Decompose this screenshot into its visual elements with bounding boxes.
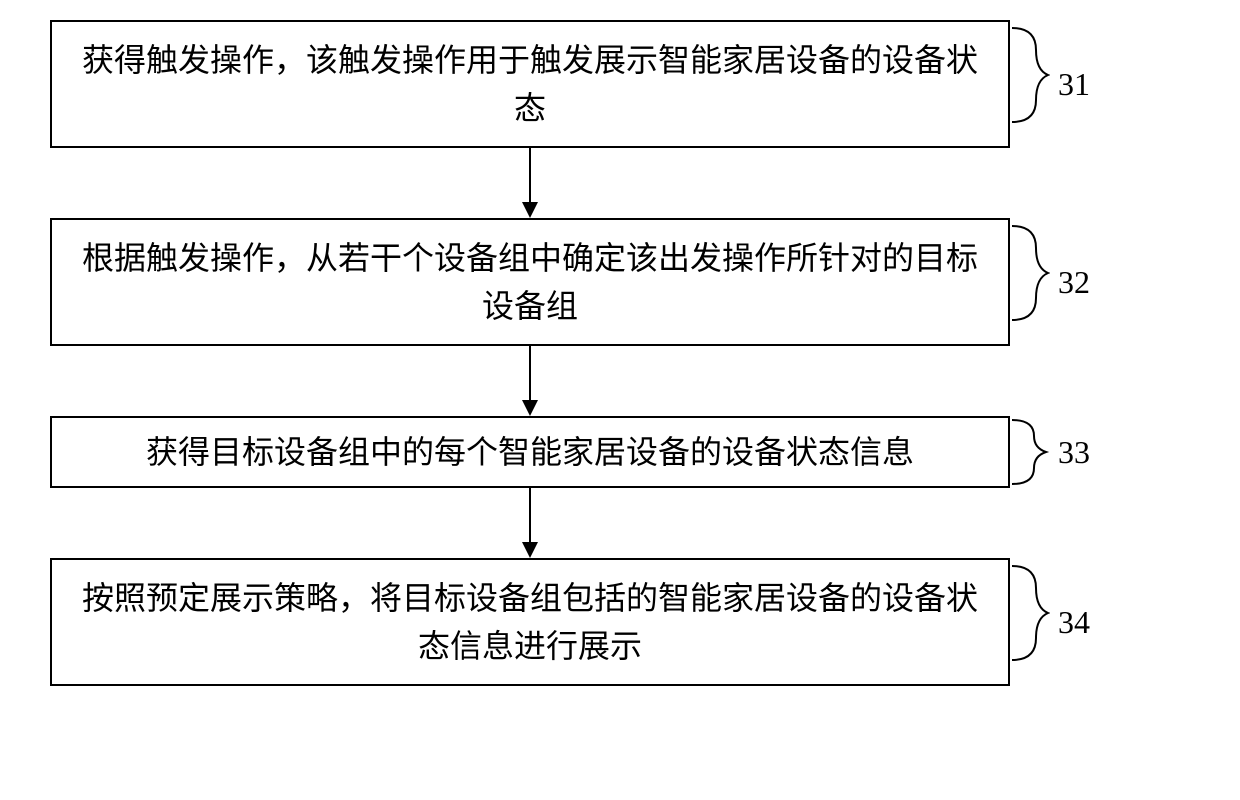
- step-label-34: 34: [1058, 604, 1090, 641]
- connector-31-32: [50, 148, 1010, 218]
- flowchart-container: 获得触发操作，该触发操作用于触发展示智能家居设备的设备状态 31 根据触发操作，…: [50, 20, 1190, 686]
- brace-34: [1010, 558, 1050, 668]
- flow-step-33: 获得目标设备组中的每个智能家居设备的设备状态信息 33: [50, 416, 1190, 488]
- connector-32-33: [50, 346, 1010, 416]
- step-text-31: 获得触发操作，该触发操作用于触发展示智能家居设备的设备状态: [72, 36, 988, 132]
- step-label-33: 33: [1058, 434, 1090, 471]
- step-text-32: 根据触发操作，从若干个设备组中确定该出发操作所针对的目标设备组: [72, 234, 988, 330]
- step-box-31: 获得触发操作，该触发操作用于触发展示智能家居设备的设备状态: [50, 20, 1010, 148]
- step-box-32: 根据触发操作，从若干个设备组中确定该出发操作所针对的目标设备组: [50, 218, 1010, 346]
- brace-32: [1010, 218, 1050, 328]
- flow-step-31: 获得触发操作，该触发操作用于触发展示智能家居设备的设备状态 31: [50, 20, 1190, 148]
- brace-33: [1010, 416, 1050, 488]
- brace-31: [1010, 20, 1050, 130]
- step-box-33: 获得目标设备组中的每个智能家居设备的设备状态信息: [50, 416, 1010, 488]
- flow-step-32: 根据触发操作，从若干个设备组中确定该出发操作所针对的目标设备组 32: [50, 218, 1190, 346]
- step-text-33: 获得目标设备组中的每个智能家居设备的设备状态信息: [146, 428, 914, 476]
- step-box-34: 按照预定展示策略，将目标设备组包括的智能家居设备的设备状态信息进行展示: [50, 558, 1010, 686]
- flow-step-34: 按照预定展示策略，将目标设备组包括的智能家居设备的设备状态信息进行展示 34: [50, 558, 1190, 686]
- connector-33-34: [50, 488, 1010, 558]
- step-label-32: 32: [1058, 264, 1090, 301]
- step-text-34: 按照预定展示策略，将目标设备组包括的智能家居设备的设备状态信息进行展示: [72, 574, 988, 670]
- step-label-31: 31: [1058, 66, 1090, 103]
